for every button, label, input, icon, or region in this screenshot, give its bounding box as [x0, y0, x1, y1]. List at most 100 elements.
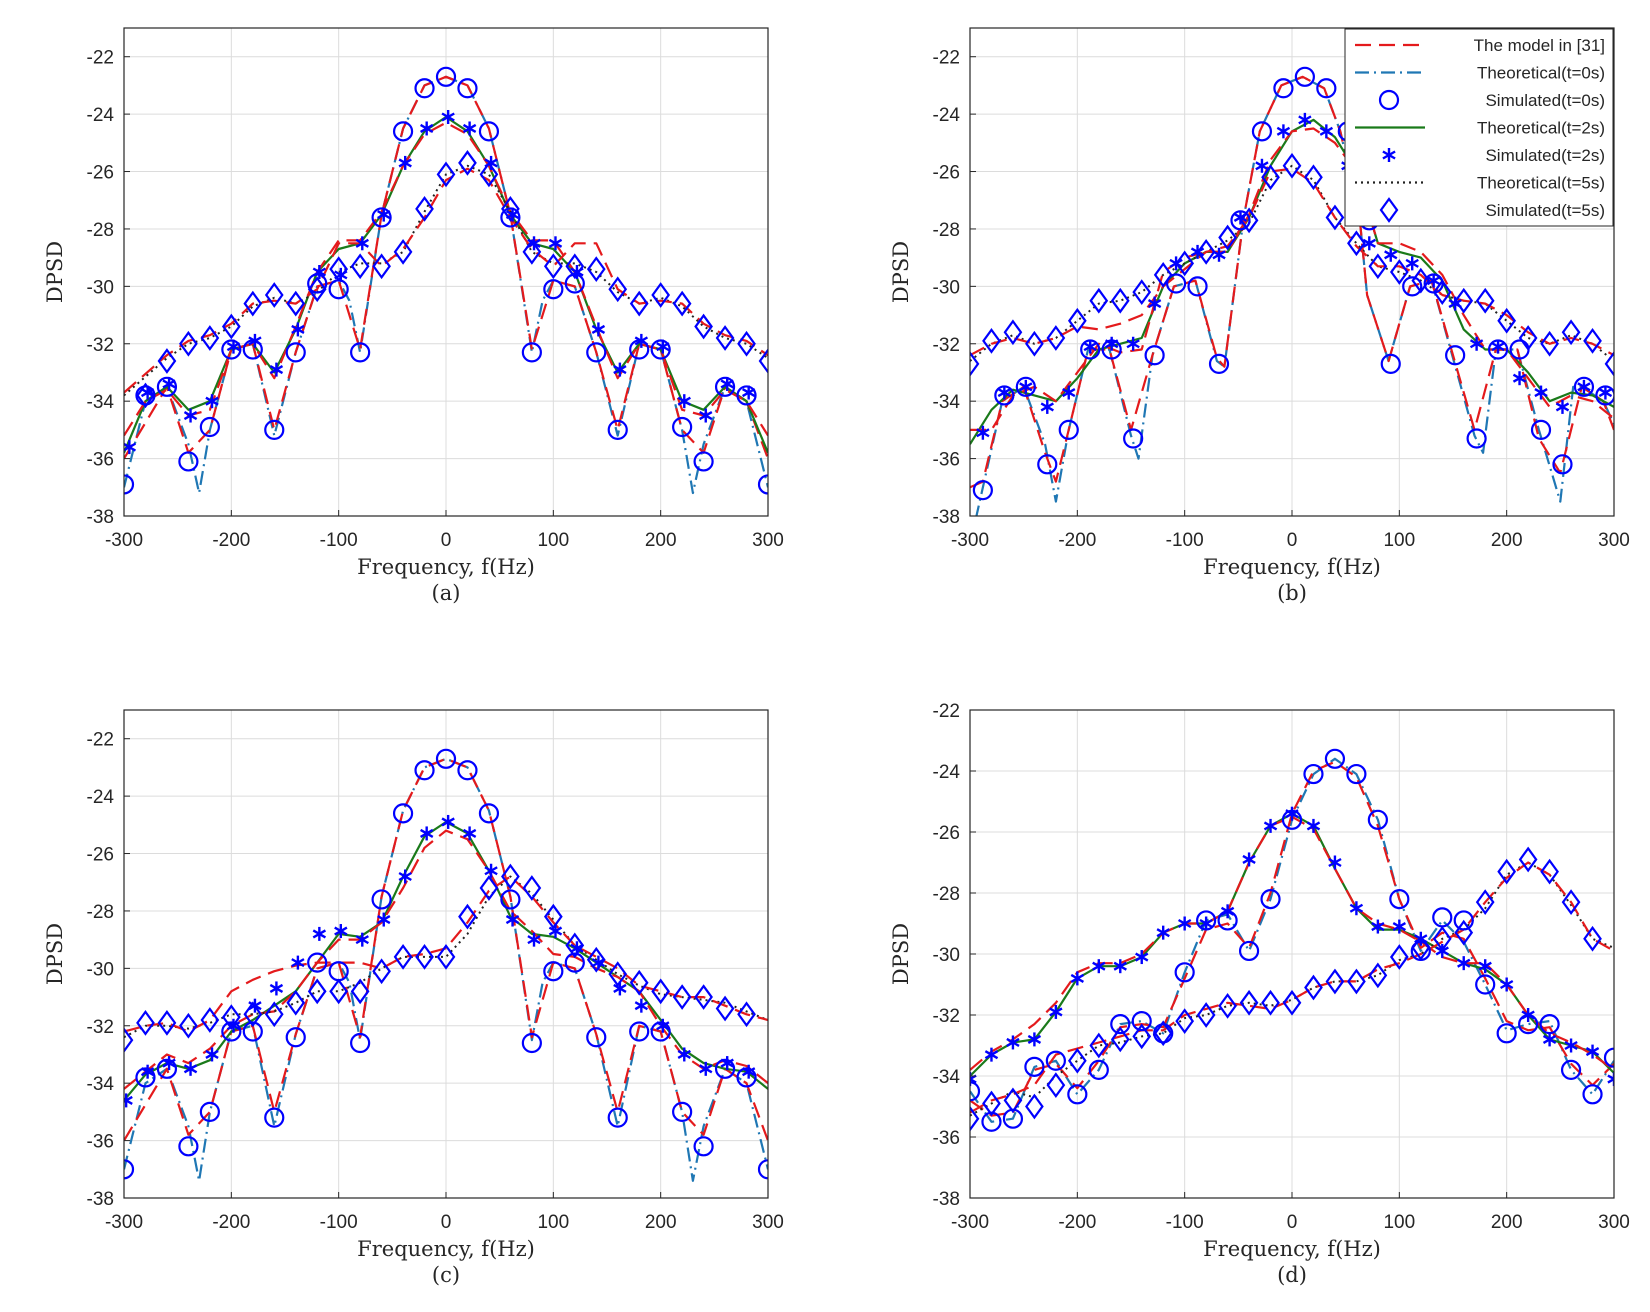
marker-diamond — [307, 276, 327, 303]
marker-circle — [757, 474, 768, 495]
marker-diamond — [458, 150, 477, 176]
marker-star — [124, 1093, 133, 1108]
marker-circle — [1260, 888, 1281, 910]
marker-diamond — [1261, 989, 1280, 1016]
marker-star — [1177, 916, 1192, 931]
y-tick-label: -22 — [87, 48, 114, 69]
marker-star — [162, 1056, 176, 1071]
y-tick-label: -38 — [87, 507, 114, 528]
marker-diamond — [608, 961, 628, 987]
marker-star — [419, 826, 434, 841]
marker-star — [1469, 336, 1484, 351]
y-tick-label: -28 — [933, 884, 960, 905]
marker-diamond — [1540, 330, 1559, 357]
marker-star — [976, 425, 990, 440]
marker-circle — [1582, 1084, 1603, 1105]
marker-circle — [1496, 1023, 1517, 1044]
marker-circle — [124, 474, 135, 495]
marker-diamond — [436, 161, 456, 188]
marker-diamond — [565, 932, 585, 959]
legend-entry-model31: The model in [31] — [1355, 36, 1605, 55]
marker-circle — [1208, 353, 1230, 374]
marker-circle — [736, 1067, 757, 1088]
marker-circle — [199, 416, 220, 438]
marker-circle — [607, 419, 628, 440]
marker-diamond — [715, 995, 735, 1022]
y-tick-label: -28 — [87, 902, 114, 923]
marker-circle — [1174, 962, 1195, 983]
x-tick-label: 300 — [1598, 1212, 1630, 1233]
x-tick-label: 100 — [1383, 1212, 1415, 1233]
marker-diamond — [372, 958, 391, 985]
marker-circle — [178, 451, 199, 472]
marker-star — [720, 1056, 734, 1071]
marker-diamond — [1347, 230, 1366, 257]
x-axis-label: Frequency, f(Hz) — [357, 555, 535, 579]
y-tick-label: -30 — [933, 945, 960, 966]
marker-diamond — [221, 313, 241, 340]
x-tick-label: -200 — [212, 1212, 250, 1233]
marker-star — [269, 362, 284, 377]
x-tick-label: 200 — [1491, 530, 1523, 551]
marker-circle — [736, 385, 757, 406]
marker-circle — [124, 1159, 135, 1180]
marker-star — [1135, 950, 1149, 965]
marker-star — [377, 207, 391, 222]
marker-diamond — [393, 239, 413, 265]
marker-star — [1298, 112, 1312, 127]
marker-circle — [307, 952, 328, 973]
marker-circle — [972, 480, 993, 501]
marker-star — [441, 814, 455, 829]
marker-circle — [564, 952, 585, 973]
marker-circle — [156, 376, 178, 397]
legend-entry-th0: Theoretical(t=0s) — [1355, 64, 1605, 83]
marker-diamond — [1218, 224, 1237, 251]
x-tick-label: 300 — [752, 530, 784, 551]
marker-diamond — [970, 350, 980, 377]
panel-c: -300 -200 -100 0 100 200 300 -38 -36 -34 -32 -30 -28… — [43, 709, 784, 1287]
y-tick-label: -36 — [933, 450, 960, 471]
marker-diamond — [136, 382, 155, 409]
marker-diamond — [1325, 204, 1345, 231]
marker-diamond — [1218, 992, 1237, 1019]
y-tick-label: -26 — [87, 163, 114, 184]
legend-label: Theoretical(t=5s) — [1477, 174, 1605, 193]
marker-circle — [1466, 428, 1487, 449]
legend-label: Simulated(t=0s) — [1485, 91, 1605, 110]
y-tick-label: -34 — [933, 392, 961, 413]
marker-circle — [543, 961, 564, 982]
marker-diamond — [501, 195, 520, 222]
marker-star — [634, 333, 649, 348]
marker-circle — [1273, 78, 1294, 99]
marker-diamond — [1389, 944, 1409, 970]
marker-star — [1349, 901, 1364, 916]
marker-diamond — [1003, 319, 1023, 346]
panel-d: -300 -200 -100 0 100 200 300 -38 -36 -34 -32 -30 -28… — [889, 701, 1630, 1287]
marker-circle — [1380, 353, 1401, 374]
marker-circle — [285, 1027, 306, 1048]
marker-diamond — [1518, 325, 1538, 351]
marker-diamond — [501, 863, 520, 890]
marker-star — [1199, 916, 1213, 931]
y-axis-label: DPSD — [889, 923, 913, 985]
marker-diamond — [1132, 279, 1152, 305]
panel-sublabel: (d) — [1277, 1263, 1307, 1287]
marker-circle — [1303, 763, 1324, 785]
marker-circle — [672, 416, 693, 438]
marker-star — [1499, 977, 1514, 992]
marker-diamond — [1132, 1023, 1152, 1050]
line-model31 — [124, 757, 768, 1142]
marker-star — [548, 236, 563, 251]
marker-star — [1585, 1044, 1600, 1059]
marker-star — [1457, 956, 1471, 971]
marker-star — [997, 385, 1012, 400]
marker-diamond — [715, 325, 735, 351]
marker-star — [741, 385, 756, 400]
marker-diamond — [350, 253, 370, 280]
marker-diamond — [737, 1001, 756, 1028]
marker-circle — [1037, 454, 1058, 475]
marker-circle — [1058, 419, 1079, 440]
marker-circle — [264, 419, 285, 440]
marker-circle — [714, 376, 736, 397]
